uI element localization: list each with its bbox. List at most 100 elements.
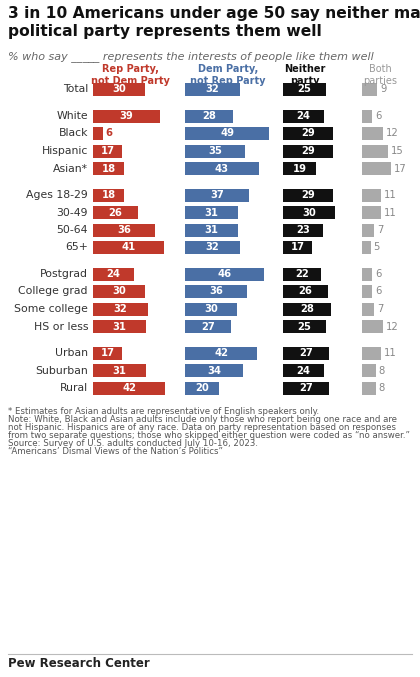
Text: * Estimates for Asian adults are representative of English speakers only.: * Estimates for Asian adults are represe…: [8, 406, 319, 416]
Text: 15: 15: [391, 146, 404, 156]
Text: 34: 34: [207, 366, 221, 376]
Bar: [283, 267, 321, 280]
Text: HS or less: HS or less: [34, 322, 88, 332]
Text: 22: 22: [295, 269, 309, 279]
Bar: [93, 223, 155, 236]
Text: 24: 24: [297, 366, 311, 376]
Text: 39: 39: [120, 111, 134, 121]
Text: 32: 32: [206, 85, 219, 95]
Text: 42: 42: [214, 348, 228, 358]
Text: 35: 35: [208, 146, 222, 156]
Text: 30-49: 30-49: [57, 207, 88, 217]
Text: College grad: College grad: [18, 286, 88, 297]
Bar: [362, 127, 383, 140]
Text: 31: 31: [113, 322, 127, 332]
Text: Some college: Some college: [14, 304, 88, 314]
Text: 50-64: 50-64: [57, 225, 88, 235]
Text: 30: 30: [204, 304, 218, 314]
Text: from two separate questions; those who skipped either question were coded as “no: from two separate questions; those who s…: [8, 431, 410, 440]
Text: 36: 36: [209, 286, 223, 297]
Bar: [185, 364, 244, 377]
Text: 31: 31: [205, 207, 219, 217]
Bar: [362, 382, 376, 395]
Text: 29: 29: [301, 129, 315, 139]
Text: 12: 12: [386, 129, 399, 139]
Text: Both
parties: Both parties: [363, 64, 397, 85]
Bar: [283, 285, 328, 298]
Bar: [283, 83, 326, 96]
Bar: [185, 241, 240, 254]
Bar: [93, 303, 148, 315]
Bar: [185, 223, 238, 236]
Text: % who say _____ represents the interests of people like them well: % who say _____ represents the interests…: [8, 51, 374, 62]
Text: 7: 7: [377, 304, 383, 314]
Bar: [283, 241, 312, 254]
Bar: [362, 162, 391, 175]
Text: 42: 42: [122, 383, 136, 393]
Bar: [362, 144, 388, 158]
Text: 7: 7: [377, 225, 383, 235]
Bar: [93, 83, 144, 96]
Text: 28: 28: [202, 111, 216, 121]
Bar: [283, 347, 329, 359]
Bar: [185, 206, 238, 219]
Bar: [283, 188, 333, 202]
Text: Ages 18-29: Ages 18-29: [26, 190, 88, 200]
Bar: [185, 188, 249, 202]
Text: Hispanic: Hispanic: [42, 146, 88, 156]
Text: Black: Black: [58, 129, 88, 139]
Text: 24: 24: [107, 269, 121, 279]
Text: 5: 5: [374, 242, 380, 253]
Text: 6: 6: [375, 111, 382, 121]
Text: 49: 49: [220, 129, 234, 139]
Text: 29: 29: [301, 146, 315, 156]
Text: 6: 6: [105, 129, 112, 139]
Text: 37: 37: [210, 190, 224, 200]
Text: Pew Research Center: Pew Research Center: [8, 657, 150, 670]
Bar: [93, 206, 138, 219]
Bar: [283, 223, 323, 236]
Bar: [93, 267, 134, 280]
Text: 36: 36: [117, 225, 131, 235]
Text: 31: 31: [205, 225, 219, 235]
Bar: [283, 127, 333, 140]
Bar: [283, 206, 335, 219]
Text: 27: 27: [299, 348, 313, 358]
Text: 24: 24: [297, 111, 311, 121]
Text: 6: 6: [375, 269, 382, 279]
Text: 8: 8: [379, 366, 385, 376]
Bar: [283, 110, 324, 123]
Text: 28: 28: [300, 304, 314, 314]
Text: 30: 30: [302, 207, 316, 217]
Text: 30: 30: [112, 286, 126, 297]
Bar: [362, 110, 372, 123]
Text: 26: 26: [299, 286, 312, 297]
Bar: [93, 285, 144, 298]
Text: 46: 46: [218, 269, 231, 279]
Text: 17: 17: [101, 146, 115, 156]
Text: 31: 31: [113, 366, 127, 376]
Text: Postgrad: Postgrad: [40, 269, 88, 279]
Bar: [362, 347, 381, 359]
Text: Note: White, Black and Asian adults include only those who report being one race: Note: White, Black and Asian adults incl…: [8, 415, 397, 424]
Text: Total: Total: [63, 85, 88, 95]
Text: 17: 17: [101, 348, 115, 358]
Text: Source: Survey of U.S. adults conducted July 10-16, 2023.: Source: Survey of U.S. adults conducted …: [8, 439, 258, 448]
Bar: [93, 110, 160, 123]
Text: 27: 27: [299, 383, 313, 393]
Bar: [93, 241, 163, 254]
Bar: [362, 188, 381, 202]
Bar: [362, 285, 372, 298]
Text: 19: 19: [292, 164, 306, 173]
Bar: [185, 303, 236, 315]
Text: 27: 27: [201, 322, 215, 332]
Text: 11: 11: [384, 207, 396, 217]
Bar: [362, 223, 374, 236]
Bar: [93, 144, 122, 158]
Text: 17: 17: [394, 164, 407, 173]
Text: 32: 32: [114, 304, 127, 314]
Bar: [283, 162, 316, 175]
Bar: [93, 347, 122, 359]
Bar: [185, 162, 259, 175]
Text: 41: 41: [121, 242, 135, 253]
